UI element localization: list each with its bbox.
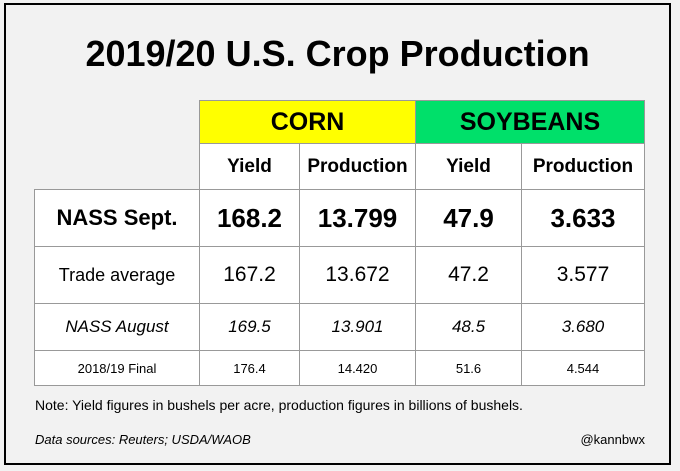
data-cell: 14.420 bbox=[299, 350, 416, 386]
column-header-corn-production: Production bbox=[299, 143, 416, 190]
units-note: Note: Yield figures in bushels per acre,… bbox=[35, 397, 523, 413]
table-row: NASS Sept. 168.2 13.799 47.9 3.633 bbox=[34, 189, 645, 247]
data-cell: 3.680 bbox=[521, 303, 645, 351]
table-row: NASS August 169.5 13.901 48.5 3.680 bbox=[34, 303, 645, 351]
data-sources: Data sources: Reuters; USDA/WAOB bbox=[35, 432, 251, 447]
data-cell: 168.2 bbox=[199, 189, 300, 247]
data-cell: 176.4 bbox=[199, 350, 300, 386]
corner-cell bbox=[35, 101, 200, 144]
table-row: 2018/19 Final 176.4 14.420 51.6 4.544 bbox=[34, 350, 645, 386]
data-cell: 13.901 bbox=[299, 303, 416, 351]
data-cell: 3.577 bbox=[521, 246, 645, 304]
group-header-soybeans: SOYBEANS bbox=[415, 100, 645, 144]
data-cell: 167.2 bbox=[199, 246, 300, 304]
data-cell: 13.672 bbox=[299, 246, 416, 304]
column-header-soy-production: Production bbox=[521, 143, 645, 190]
chart-frame: 2019/20 U.S. Crop Production CORN SOYBEA… bbox=[4, 3, 671, 465]
column-header-soy-yield: Yield bbox=[415, 143, 522, 190]
data-cell: 169.5 bbox=[199, 303, 300, 351]
data-cell: 47.2 bbox=[415, 246, 522, 304]
corner-cell bbox=[35, 144, 200, 190]
chart-title: 2019/20 U.S. Crop Production bbox=[85, 33, 590, 74]
column-header-row: Yield Production Yield Production bbox=[35, 143, 645, 190]
table-row: Trade average 167.2 13.672 47.2 3.577 bbox=[34, 246, 645, 304]
crop-production-table: CORN SOYBEANS Yield Production Yield Pro… bbox=[34, 100, 645, 386]
row-label: NASS Sept. bbox=[34, 189, 200, 247]
data-cell: 13.799 bbox=[299, 189, 416, 247]
group-header-row: CORN SOYBEANS bbox=[35, 100, 645, 144]
group-header-corn: CORN bbox=[199, 100, 416, 144]
row-label: NASS August bbox=[34, 303, 200, 351]
author-handle: @kannbwx bbox=[580, 432, 645, 447]
data-cell: 4.544 bbox=[521, 350, 645, 386]
data-cell: 3.633 bbox=[521, 189, 645, 247]
data-cell: 48.5 bbox=[415, 303, 522, 351]
data-cell: 47.9 bbox=[415, 189, 522, 247]
row-label: 2018/19 Final bbox=[34, 350, 200, 386]
column-header-corn-yield: Yield bbox=[199, 143, 300, 190]
data-cell: 51.6 bbox=[415, 350, 522, 386]
row-label: Trade average bbox=[34, 246, 200, 304]
